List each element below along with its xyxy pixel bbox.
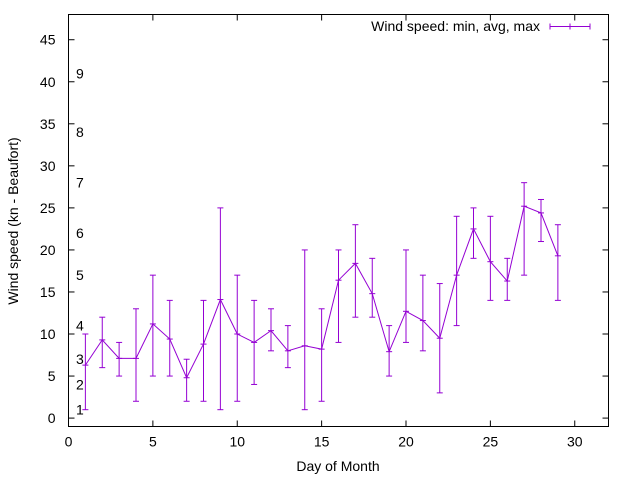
x-tick-label: 15 — [314, 434, 330, 450]
y-tick-label: 35 — [40, 116, 56, 132]
x-tick-label: 30 — [567, 434, 583, 450]
error-bar — [217, 207, 224, 411]
y-tick-label: 45 — [40, 32, 56, 48]
y-tick-label: 20 — [40, 242, 56, 258]
error-bar — [470, 207, 477, 259]
error-bar — [99, 316, 106, 369]
error-bar — [318, 308, 325, 402]
y-tick-label: 40 — [40, 74, 56, 90]
beaufort-label: 4 — [76, 318, 84, 334]
x-tick-label: 25 — [483, 434, 499, 450]
error-bar — [116, 341, 123, 377]
error-bar — [335, 249, 342, 343]
error-bar — [149, 274, 156, 377]
error-bar — [453, 215, 460, 327]
beaufort-label: 2 — [76, 376, 84, 392]
y-tick-label: 10 — [40, 326, 56, 342]
y-tick-label: 25 — [40, 200, 56, 216]
beaufort-label: 8 — [76, 124, 84, 140]
error-bar — [554, 224, 561, 301]
beaufort-label: 6 — [76, 225, 84, 241]
error-bar — [234, 274, 241, 402]
x-axis-label: Day of Month — [296, 458, 379, 474]
error-bar — [352, 224, 359, 318]
error-bar — [369, 257, 376, 318]
error-bar — [403, 249, 409, 343]
series-line-group — [82, 205, 561, 379]
error-bar — [284, 325, 291, 369]
error-bar — [82, 333, 89, 411]
beaufort-label: 1 — [76, 402, 84, 418]
beaufort-label: 5 — [76, 267, 84, 283]
beaufort-label: 7 — [76, 175, 84, 191]
x-tick-label: 5 — [149, 434, 157, 450]
error-bar — [268, 308, 274, 352]
error-bar — [133, 308, 139, 402]
error-bar — [183, 358, 190, 402]
y-tick-label: 30 — [40, 158, 56, 174]
error-bars — [82, 182, 561, 411]
beaufort-label: 9 — [76, 65, 84, 81]
y-tick-label: 5 — [48, 368, 56, 384]
error-bar — [200, 299, 207, 402]
legend: Wind speed: min, avg, max — [371, 18, 591, 34]
plot-frame — [68, 14, 609, 427]
error-bar — [166, 299, 173, 377]
y-tick-label: 0 — [48, 410, 56, 426]
x-axis: 0 5 10 15 20 25 30 — [65, 14, 583, 450]
error-bar — [521, 182, 528, 276]
x-tick-label: 0 — [65, 434, 73, 450]
y-axis-label: Wind speed (kn - Beaufort) — [5, 137, 21, 304]
beaufort-label: 3 — [76, 351, 84, 367]
error-bar — [419, 274, 426, 352]
x-tick-label: 10 — [229, 434, 245, 450]
error-bar — [487, 215, 494, 301]
error-bar — [301, 249, 308, 411]
beaufort-scale: 1 2 3 4 5 6 7 8 9 — [76, 65, 84, 417]
y-tick-label: 15 — [40, 284, 56, 300]
error-bar — [538, 198, 544, 243]
legend-label: Wind speed: min, avg, max — [371, 18, 540, 34]
x-tick-label: 20 — [398, 434, 414, 450]
